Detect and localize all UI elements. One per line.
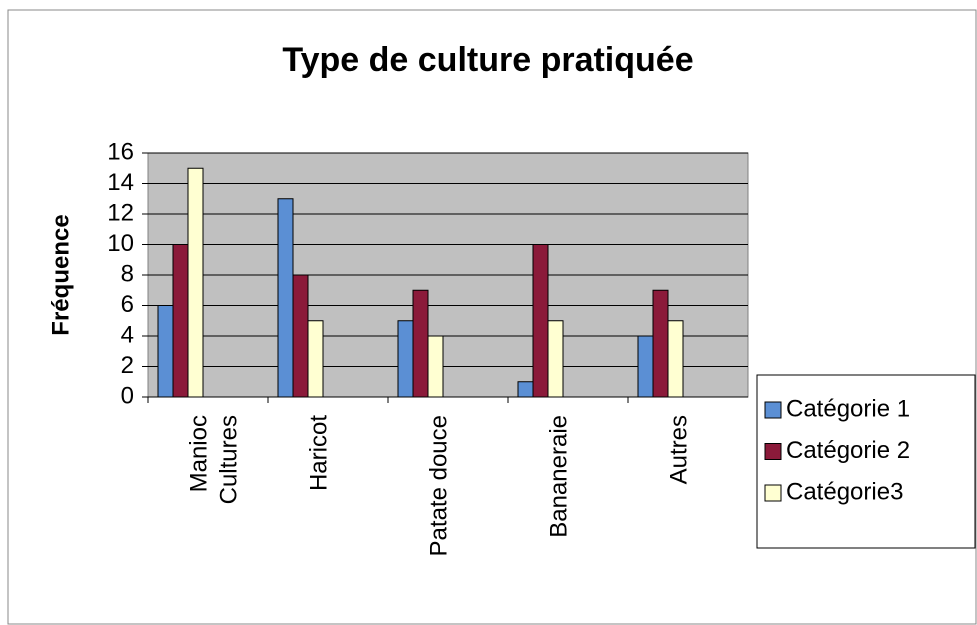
bar	[292, 274, 309, 398]
legend-swatch	[764, 443, 782, 460]
bar	[187, 167, 204, 398]
legend-label: Catégorie 2	[786, 437, 910, 464]
bar	[652, 289, 669, 398]
y-tick-label: 8	[121, 260, 134, 287]
bar	[277, 198, 294, 398]
bar	[307, 320, 324, 398]
chart-title: Type de culture pratiquée	[282, 41, 693, 79]
y-axis-label: Fréquence	[47, 214, 74, 335]
bar	[157, 305, 174, 398]
y-tick-label: 12	[107, 199, 134, 226]
y-tick-label: 6	[121, 291, 134, 318]
y-tick-label: 16	[107, 138, 134, 165]
x-tick-label: Autres	[665, 415, 692, 484]
y-tick-label: 10	[107, 230, 134, 257]
legend-label: Catégorie3	[786, 478, 903, 505]
bar	[172, 244, 189, 398]
x-tick-label: Patate douce	[425, 415, 452, 556]
bar	[667, 320, 684, 398]
x-tick-label: Haricot	[305, 415, 332, 491]
legend-label: Catégorie 1	[786, 395, 910, 422]
bar	[532, 244, 549, 398]
legend-swatch	[764, 401, 782, 419]
bar	[397, 320, 414, 398]
bar	[637, 335, 654, 398]
bar	[547, 320, 564, 398]
y-tick-label: 0	[121, 382, 134, 409]
y-tick-label: 2	[121, 352, 134, 379]
x-tick-label: Manioc	[185, 415, 212, 492]
x-axis-label: Cultures	[215, 415, 242, 504]
x-tick-label: Bananeraie	[545, 415, 572, 538]
y-tick-label: 4	[121, 321, 134, 348]
y-tick-label: 14	[107, 169, 134, 196]
bar	[427, 335, 444, 398]
legend	[756, 374, 976, 549]
bar	[412, 289, 429, 398]
legend-swatch	[764, 484, 782, 502]
bar	[517, 381, 534, 398]
